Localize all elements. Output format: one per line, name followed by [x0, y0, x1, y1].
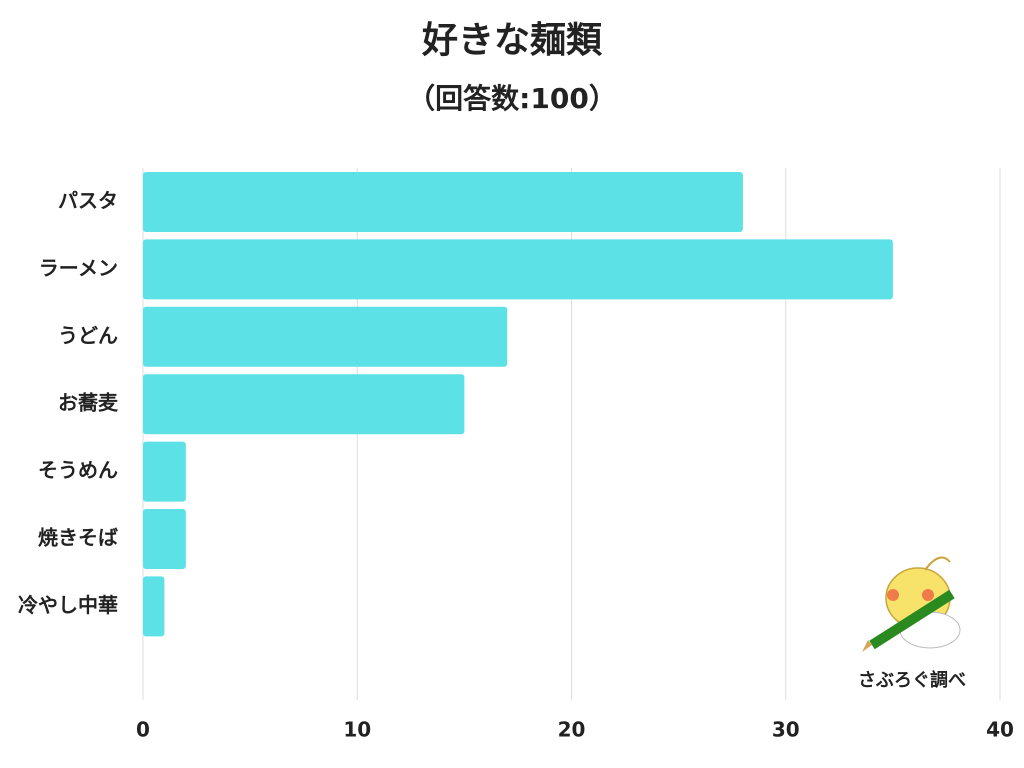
x-tick-label: 0 [136, 718, 150, 742]
x-tick-label: 10 [343, 718, 371, 742]
bar [143, 576, 165, 637]
y-tick-label: パスタ [58, 189, 118, 213]
bar [143, 374, 465, 435]
bar [143, 441, 186, 502]
y-tick-label: 冷やし中華 [18, 593, 118, 617]
x-tick-label: 20 [558, 718, 586, 742]
y-tick-label: 焼きそば [38, 526, 118, 550]
mascot [862, 556, 961, 652]
x-tick-label: 30 [772, 718, 800, 742]
y-tick-label: ラーメン [39, 256, 118, 280]
chart-subtitle: （回答数:100） [407, 82, 617, 115]
bar [143, 306, 508, 367]
x-tick-label: 40 [986, 718, 1014, 742]
y-tick-label: そうめん [38, 458, 118, 482]
chart-title: 好きな麺類 [421, 20, 603, 61]
y-tick-label: お蕎麦 [58, 391, 119, 415]
bar [143, 509, 186, 569]
annotation: さぶろぐ調べ [858, 669, 966, 691]
bar [143, 172, 743, 232]
bar [143, 239, 893, 300]
y-tick-label: うどん [58, 323, 118, 347]
